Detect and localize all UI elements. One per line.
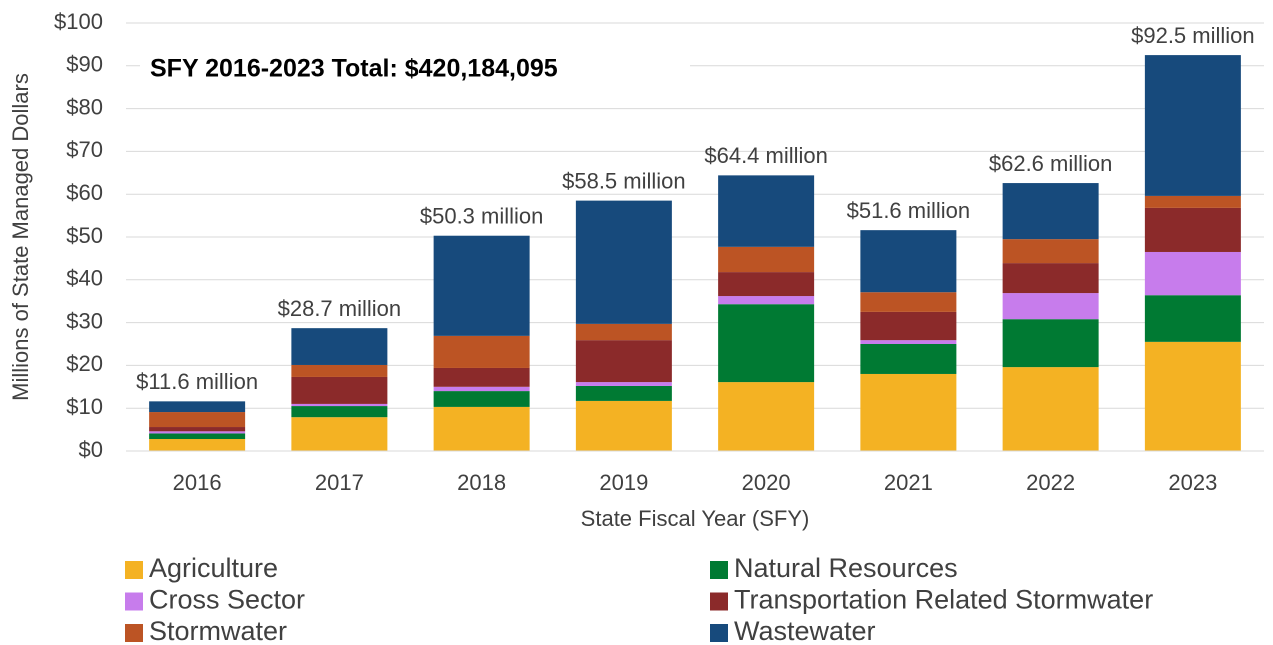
bar-segment	[433, 335, 530, 368]
total-label: $92.5 million	[1131, 23, 1255, 48]
bar-segment	[433, 386, 530, 392]
x-tick-label: 2023	[1168, 470, 1217, 495]
total-label: $64.4 million	[704, 143, 828, 168]
x-tick-label: 2018	[457, 470, 506, 495]
bar-segment	[149, 433, 246, 440]
legend-label: Agriculture	[149, 553, 278, 583]
legend-label: Stormwater	[149, 616, 287, 645]
x-tick-label: 2022	[1026, 470, 1075, 495]
bar-segment	[575, 382, 672, 386]
bar-segment	[1002, 319, 1099, 368]
bar-segment	[860, 373, 957, 451]
total-label: $28.7 million	[278, 296, 402, 321]
bar-segment	[860, 311, 957, 341]
legend-swatch	[710, 561, 728, 579]
y-tick-label: $30	[66, 308, 103, 333]
bar-segment	[575, 385, 672, 401]
legend-swatch	[710, 592, 728, 611]
bar-segment	[291, 403, 388, 407]
y-tick-label: $90	[66, 52, 103, 77]
y-tick-label: $20	[66, 351, 103, 376]
legend-swatch	[125, 624, 143, 642]
bar-segment	[291, 328, 388, 365]
bar-segment	[718, 246, 815, 273]
y-tick-label: $80	[66, 94, 103, 119]
bar-segment	[149, 427, 246, 432]
bar-segment	[575, 200, 672, 324]
y-tick-label: $10	[66, 394, 103, 419]
bar-segment	[1144, 195, 1241, 208]
y-tick-label: $50	[66, 223, 103, 248]
x-tick-label: 2020	[742, 470, 791, 495]
x-tick-label: 2021	[884, 470, 933, 495]
bar-segment	[1002, 293, 1099, 320]
y-tick-label: $100	[54, 9, 103, 34]
legend-label: Natural Resources	[734, 553, 958, 583]
total-label: $50.3 million	[420, 204, 544, 229]
y-tick-label: $40	[66, 266, 103, 291]
legend-label: Transportation Related Stormwater	[734, 585, 1153, 615]
legend-swatch	[710, 624, 728, 642]
bar-segment	[575, 323, 672, 341]
bar-segment	[291, 417, 388, 451]
bar-segment	[1144, 251, 1241, 296]
bar-segment	[860, 230, 957, 293]
bar-segment	[149, 431, 246, 434]
y-tick-label: $60	[66, 180, 103, 205]
annotation-box	[140, 44, 690, 96]
bar-segment	[575, 400, 672, 451]
bar-segment	[1002, 367, 1099, 451]
bar-segment	[718, 175, 815, 247]
bar-segment	[860, 344, 957, 374]
bar-segment	[433, 406, 530, 451]
bar-segment	[1002, 183, 1099, 240]
bar-segment	[433, 367, 530, 387]
y-tick-label: $0	[79, 437, 103, 462]
y-axis-title: Millions of State Managed Dollars	[8, 73, 33, 401]
bar-segment	[291, 376, 388, 404]
bar-segment	[718, 382, 815, 451]
legend-swatch	[125, 592, 143, 611]
x-tick-label: 2017	[315, 470, 364, 495]
bar-segment	[718, 304, 815, 383]
bar-segment	[1144, 341, 1241, 451]
total-label: $62.6 million	[989, 151, 1113, 176]
x-tick-label: 2019	[599, 470, 648, 495]
bar-segment	[1144, 207, 1241, 252]
bar-segment	[1144, 55, 1241, 196]
bar-segment	[860, 292, 957, 312]
bar-segment	[149, 401, 246, 413]
bar-segment	[149, 439, 246, 451]
bar-segment	[860, 340, 957, 344]
bar-segment	[575, 340, 672, 383]
bar-segment	[1002, 239, 1099, 264]
total-label: $11.6 million	[136, 369, 258, 394]
bar-segment	[433, 391, 530, 407]
legend-swatch	[125, 561, 143, 579]
total-label: $58.5 million	[562, 168, 686, 193]
annotation: SFY 2016-2023 Total: $420,184,095	[150, 55, 558, 83]
bar-segment	[718, 272, 815, 297]
bar-segment	[433, 235, 530, 336]
bar-segment	[1002, 263, 1099, 294]
total-label: $51.6 million	[847, 198, 971, 223]
x-tick-label: 2016	[173, 470, 222, 495]
legend-label: Wastewater	[734, 616, 876, 645]
bar-segment	[718, 296, 815, 305]
bar-segment	[149, 412, 246, 428]
legend-label: Cross Sector	[149, 585, 305, 615]
y-tick-label: $70	[66, 137, 103, 162]
bar-segment	[291, 364, 388, 377]
x-axis-title: State Fiscal Year (SFY)	[581, 506, 810, 531]
bar-segment	[1144, 295, 1241, 342]
bar-segment	[291, 406, 388, 418]
